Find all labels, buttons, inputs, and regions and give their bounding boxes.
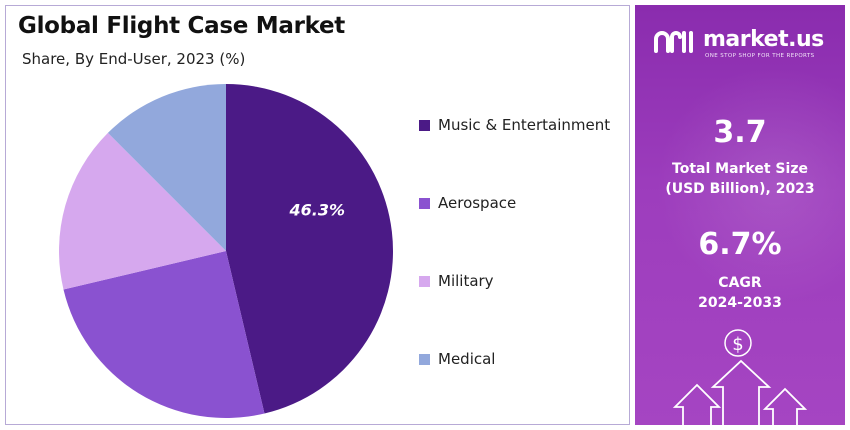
legend-swatch — [419, 197, 430, 209]
legend-swatch — [419, 353, 430, 365]
brand-logo: market.us ONE STOP SHOP FOR THE REPORTS — [653, 27, 833, 63]
cagr-label-line1: CAGR — [718, 275, 762, 291]
cagr-value: 6.7% — [698, 227, 782, 262]
pie-data-label: 46.3% — [288, 200, 345, 219]
legend-item-military: Military — [419, 272, 494, 290]
legend-label: Medical — [438, 350, 496, 368]
up-arrow-icon — [710, 359, 772, 425]
chart-title: Global Flight Case Market — [18, 13, 345, 39]
market-size-value: 3.7 — [713, 115, 767, 150]
legend-swatch — [419, 119, 430, 131]
up-arrow-icon — [672, 383, 722, 425]
pie-chart: 46.3% — [59, 84, 394, 419]
legend-label: Music & Entertainment — [438, 116, 611, 134]
legend-item-music-entertainment: Music & Entertainment — [419, 116, 610, 134]
cagr-label-line2: 2024-2033 — [698, 295, 782, 311]
dollar-symbol: $ — [732, 334, 743, 355]
pie-slice-aerospace — [63, 251, 265, 419]
dollar-coin-icon — [724, 329, 752, 357]
brand-name: market.us — [703, 27, 824, 52]
up-arrow-icon — [762, 387, 808, 425]
growth-graphic: $ — [672, 329, 808, 425]
legend-item-medical: Medical — [419, 350, 495, 368]
pie-slice-military — [59, 132, 227, 290]
pie-slice-medical — [107, 84, 226, 251]
pie-slice-music-entertainment — [226, 84, 394, 414]
market-size-label-line1: Total Market Size — [672, 161, 808, 177]
background-glow — [655, 65, 845, 305]
chart-subtitle: Share, By End-User, 2023 (%) — [22, 50, 246, 68]
chart-panel: Global Flight Case Market Share, By End-… — [5, 5, 630, 425]
summary-sidebar: market.us ONE STOP SHOP FOR THE REPORTS … — [635, 5, 845, 425]
brand-tagline: ONE STOP SHOP FOR THE REPORTS — [705, 53, 815, 59]
legend-label: Aerospace — [438, 194, 517, 212]
legend-item-aerospace: Aerospace — [419, 194, 516, 212]
legend-swatch — [419, 275, 430, 287]
legend-label: Military — [438, 272, 494, 290]
market-size-label-line2: (USD Billion), 2023 — [665, 181, 815, 197]
market-us-logo-icon — [654, 31, 693, 53]
